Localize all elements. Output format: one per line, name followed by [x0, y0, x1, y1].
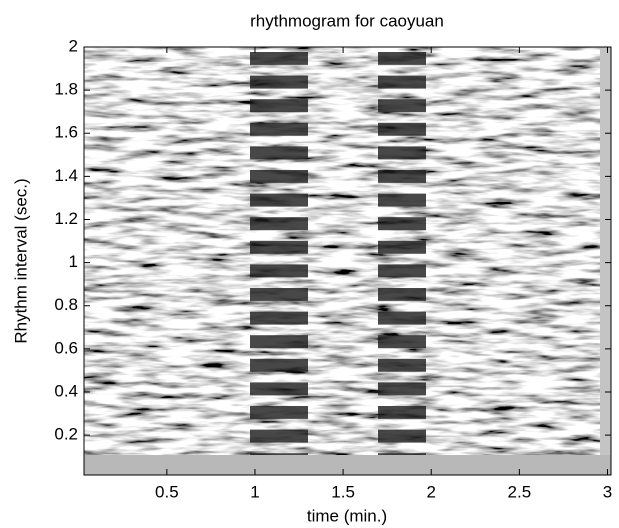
y-axis-label: Rhythm interval (sec.) — [11, 178, 30, 343]
y-tick-label: 2 — [69, 36, 78, 55]
y-tick-label: 1.8 — [54, 80, 78, 99]
y-tick-label: 0.4 — [54, 381, 78, 400]
x-tick-label: 0.5 — [155, 482, 179, 501]
y-tick-label: 0.2 — [54, 425, 78, 444]
y-tick-label: 1.6 — [54, 123, 78, 142]
y-tick-label: 1.2 — [54, 209, 78, 228]
x-tick-label: 3 — [603, 482, 612, 501]
chart-title: rhythmogram for caoyuan — [250, 11, 444, 30]
rhythmogram-image — [84, 47, 611, 475]
x-axis-label: time (min.) — [307, 506, 387, 525]
x-tick-label: 1.5 — [331, 482, 355, 501]
plot-frame — [83, 46, 612, 476]
y-tick-label: 0.6 — [54, 338, 78, 357]
x-tick-label: 2 — [426, 482, 435, 501]
y-tick-label: 0.8 — [54, 295, 78, 314]
x-tick-label: 1 — [250, 482, 259, 501]
y-tick-label: 1 — [69, 252, 78, 271]
x-tick-label: 2.5 — [508, 482, 532, 501]
y-tick-label: 1.4 — [54, 166, 78, 185]
